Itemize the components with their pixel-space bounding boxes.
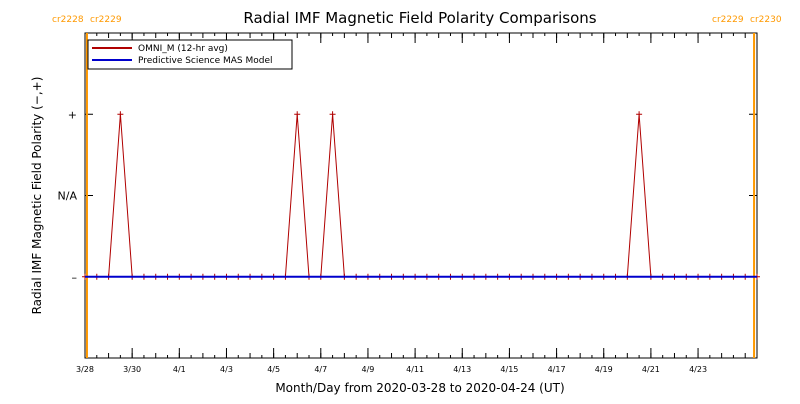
x-tick-label: 4/3 [220,365,233,374]
carrington-label-left: cr2228 [52,15,84,25]
x-tick-label: 4/17 [548,365,566,374]
x-tick-label: 4/9 [362,365,375,374]
chart-title: Radial IMF Magnetic Field Polarity Compa… [243,9,596,27]
series-line-0 [85,114,757,278]
legend-label: OMNI_M (12-hr avg) [138,44,228,54]
legend-label: Predictive Science MAS Model [138,56,273,66]
plot-frame [84,32,758,359]
x-tick-label: 4/21 [642,365,660,374]
x-axis-label: Month/Day from 2020-03-28 to 2020-04-24 … [275,381,564,395]
y-tick-label: + [68,108,77,121]
x-tick-label: 4/5 [267,365,280,374]
carrington-label-right: cr2230 [750,15,782,25]
y-tick-label: N/A [58,190,78,203]
x-tick-label: 4/11 [406,365,424,374]
x-tick-label: 4/7 [314,365,327,374]
x-tick-label: 4/19 [595,365,613,374]
x-tick-label: 4/23 [689,365,707,374]
carrington-label-right: cr2229 [90,15,122,25]
legend-box [87,39,293,70]
x-tick-label: 4/1 [173,365,186,374]
y-tick-label: – [72,271,78,284]
x-tick-label: 3/30 [123,365,141,374]
x-tick-label: 4/13 [453,365,471,374]
y-axis-label: Radial IMF Magnetic Field Polarity (−,+) [30,77,44,315]
carrington-label-left: cr2229 [712,15,744,25]
x-tick-label: 3/28 [76,365,94,374]
x-tick-label: 4/15 [500,365,518,374]
